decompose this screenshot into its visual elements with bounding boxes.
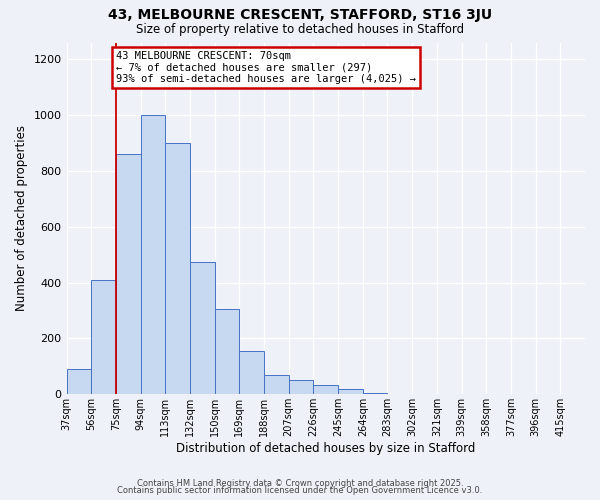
X-axis label: Distribution of detached houses by size in Stafford: Distribution of detached houses by size …: [176, 442, 475, 455]
Text: Size of property relative to detached houses in Stafford: Size of property relative to detached ho…: [136, 22, 464, 36]
Bar: [289, 380, 313, 394]
Bar: [190, 262, 215, 394]
Bar: [264, 376, 289, 394]
Bar: [116, 154, 140, 394]
Bar: [239, 351, 264, 395]
Y-axis label: Number of detached properties: Number of detached properties: [15, 126, 28, 312]
Bar: [363, 393, 388, 394]
Text: 43, MELBOURNE CRESCENT, STAFFORD, ST16 3JU: 43, MELBOURNE CRESCENT, STAFFORD, ST16 3…: [108, 8, 492, 22]
Bar: [313, 386, 338, 394]
Text: 43 MELBOURNE CRESCENT: 70sqm
← 7% of detached houses are smaller (297)
93% of se: 43 MELBOURNE CRESCENT: 70sqm ← 7% of det…: [116, 51, 416, 84]
Bar: [67, 369, 91, 394]
Text: Contains public sector information licensed under the Open Government Licence v3: Contains public sector information licen…: [118, 486, 482, 495]
Bar: [338, 390, 363, 394]
Bar: [215, 309, 239, 394]
Bar: [165, 143, 190, 395]
Text: Contains HM Land Registry data © Crown copyright and database right 2025.: Contains HM Land Registry data © Crown c…: [137, 478, 463, 488]
Bar: [140, 115, 165, 394]
Bar: [91, 280, 116, 394]
